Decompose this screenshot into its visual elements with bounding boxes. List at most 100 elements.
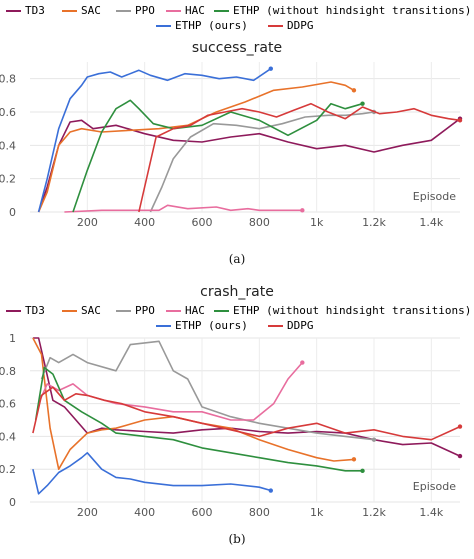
legend-item-hac: HAC: [166, 304, 205, 317]
y-tick-label: 0: [9, 496, 16, 509]
legend-row: ETHP (ours) DDPG: [6, 19, 470, 33]
legend-label: DDPG: [287, 19, 314, 32]
y-tick-label: 0.6: [0, 398, 16, 411]
legend-item-ddpg: DDPG: [268, 19, 314, 32]
legend-row: ETHP (ours) DDPG: [6, 319, 470, 333]
series-line-ddpg: [32, 386, 461, 441]
legend-label: ETHP (without hindsight transitions): [233, 304, 472, 317]
legend-swatch: [6, 309, 21, 312]
legend-swatch: [214, 9, 229, 12]
chart-title: success_rate: [191, 40, 283, 56]
x-tick-label: 1.4k: [419, 506, 443, 519]
legend-label: HAC: [185, 304, 205, 317]
legend-row: TD3 SAC PPO HAC ETHP (without hindsight …: [6, 4, 471, 18]
series-end-marker-hac: [300, 208, 305, 213]
series-line-td3: [32, 337, 461, 457]
series-end-marker-ethp-without-hindsight-transitions: [360, 468, 365, 474]
legend-item-hac: HAC: [166, 4, 205, 17]
legend: TD3 SAC PPO HAC ETHP (without hindsight …: [6, 304, 471, 336]
legend-swatch: [116, 9, 131, 12]
x-tick-label: 1k: [310, 506, 324, 519]
x-tick-label: 1.2k: [362, 216, 386, 229]
series-end-marker-ddpg: [457, 118, 463, 123]
series-end-marker-ddpg: [457, 424, 463, 429]
legend-label: PPO: [135, 304, 155, 317]
series-end-marker-ppo: [371, 437, 377, 442]
legend: TD3 SAC PPO HAC ETHP (without hindsight …: [6, 4, 471, 36]
x-tick-label: 600: [192, 506, 213, 519]
caption: (a): [228, 252, 246, 266]
series-line-ppo: [149, 111, 375, 213]
y-tick-label: 0.2: [0, 173, 16, 186]
chart-title: crash_rate: [200, 284, 274, 300]
series-line-sac: [37, 81, 355, 213]
legend-swatch: [156, 24, 171, 27]
legend-item-sac: SAC: [62, 304, 101, 317]
legend-item-ethp-ours: ETHP (ours): [156, 319, 248, 332]
panel-success-rate: TD3 SAC PPO HAC ETHP (without hindsight …: [0, 4, 471, 266]
y-tick-label: 0.2: [0, 463, 16, 476]
series-line-ddpg: [138, 102, 461, 213]
series-end-marker-sac: [351, 457, 357, 462]
legend-item-td3: TD3: [6, 304, 45, 317]
y-tick-label: 0.8: [0, 365, 16, 378]
legend-item-ppo: PPO: [116, 4, 155, 17]
legend-swatch: [116, 309, 131, 312]
legend-item-sac: SAC: [62, 4, 101, 17]
series-line-sac: [32, 337, 354, 470]
legend-item-ethp-ours: ETHP (ours): [156, 19, 248, 32]
chart-crash-rate: 0 0.2 0.4 0.6 0.8 1 200 400 600 800 1k 1.2k 1.4k Epis…: [0, 334, 463, 519]
x-tick-label: 800: [249, 506, 270, 519]
x-tick-label: 1.4k: [419, 216, 443, 229]
legend-swatch: [62, 9, 77, 12]
series-line-ethp-without-hindsight-transitions: [72, 99, 363, 213]
x-axis-label: Episode: [413, 480, 456, 493]
legend-item-ddpg: DDPG: [268, 319, 314, 332]
legend-label: DDPG: [287, 319, 314, 332]
panel-crash-rate: TD3 SAC PPO HAC ETHP (without hindsight …: [0, 282, 474, 559]
series-line-ethp-without-hindsight-transitions: [34, 366, 363, 472]
legend-swatch: [6, 9, 21, 12]
series-line-hac: [37, 362, 303, 421]
series-end-marker-sac: [351, 88, 357, 93]
y-tick-label: 1: [9, 334, 16, 345]
legend-swatch: [268, 324, 283, 327]
legend-swatch: [166, 309, 181, 312]
caption: (b): [228, 532, 246, 546]
legend-item-ethp-without-hindsight: ETHP (without hindsight transitions): [214, 4, 471, 17]
legend-label: TD3: [25, 304, 45, 317]
legend-item-td3: TD3: [6, 4, 45, 17]
chart-success-rate: 0 0.2 0.4 0.6 0.8 200 400 600 800 1k 1.2k 1.4k Episo…: [0, 62, 463, 229]
x-axis-label: Episode: [413, 190, 456, 203]
y-tick-label: 0: [9, 206, 16, 219]
legend-label: SAC: [81, 4, 101, 17]
y-tick-label: 0.6: [0, 106, 16, 119]
legend-swatch: [268, 24, 283, 27]
legend-label: ETHP (ours): [175, 19, 248, 32]
legend-swatch: [214, 309, 229, 312]
series-line-ethp-ours: [32, 452, 272, 495]
y-tick-label: 0.4: [0, 139, 16, 152]
legend-label: ETHP (without hindsight transitions): [233, 4, 472, 17]
legend-swatch: [156, 324, 171, 327]
x-tick-label: 400: [134, 216, 155, 229]
x-tick-label: 400: [134, 506, 155, 519]
x-tick-label: 200: [77, 506, 98, 519]
legend-label: ETHP (ours): [175, 319, 248, 332]
series-line-ethp-ours: [37, 68, 272, 213]
series-end-marker-hac: [300, 360, 305, 365]
legend-label: SAC: [81, 304, 101, 317]
legend-label: TD3: [25, 4, 45, 17]
x-tick-label: 800: [249, 216, 270, 229]
legend-item-ethp-without-hindsight: ETHP (without hindsight transitions): [214, 304, 471, 317]
series-line-ppo: [40, 340, 375, 441]
series-line-hac: [64, 204, 303, 213]
legend-swatch: [166, 9, 181, 12]
series-end-marker-ethp-ours: [268, 66, 273, 71]
series-end-marker-td3: [457, 453, 463, 459]
legend-swatch: [62, 309, 77, 312]
series-line-td3: [37, 118, 461, 213]
x-tick-label: 600: [192, 216, 213, 229]
legend-row: TD3 SAC PPO HAC ETHP (without hindsight …: [6, 304, 471, 318]
y-tick-label: 0.4: [0, 430, 16, 443]
